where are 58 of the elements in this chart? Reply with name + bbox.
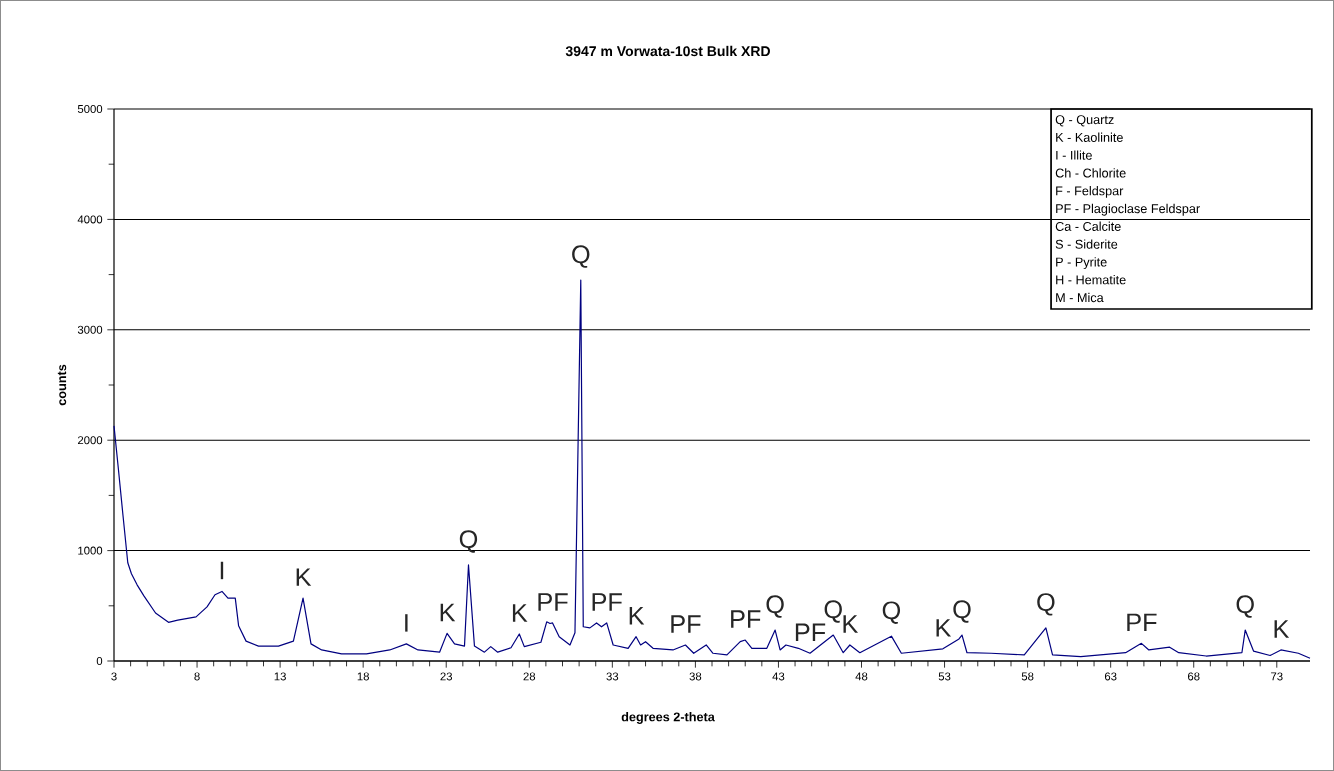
annotation: Q	[953, 600, 971, 623]
x-tick-label: 13	[274, 672, 286, 681]
x-tick-label: 53	[938, 672, 951, 681]
annotation: Ca - Calcite	[1055, 221, 1121, 231]
x-axis-title: degrees 2-theta	[621, 712, 715, 724]
annotation: K	[1274, 620, 1290, 638]
y-tick-label: 4000	[77, 215, 103, 224]
annotation: Q	[766, 595, 784, 618]
annotation: Ch - Chlorite	[1055, 168, 1126, 178]
y-tick-label: 3000	[77, 325, 103, 334]
annotation: Q	[1037, 593, 1055, 616]
annotation: I	[220, 561, 224, 580]
annotation: K	[512, 604, 528, 622]
annotation: PF	[538, 593, 568, 611]
annotation: Q	[824, 600, 842, 623]
annotation: PF	[1127, 613, 1157, 632]
annotation: PF	[795, 623, 826, 641]
x-tick-label: 43	[772, 672, 785, 681]
x-tick-label: 3	[111, 672, 117, 681]
annotation: Q	[572, 245, 590, 268]
x-tick-label: 28	[523, 672, 536, 681]
x-tick-label: 8	[194, 672, 200, 681]
annotation: I	[405, 614, 408, 632]
annotation: H - Hematite	[1056, 275, 1126, 285]
x-tick-label: 68	[1188, 672, 1200, 681]
annotation: PF	[731, 610, 761, 628]
annotation: Q	[882, 601, 901, 624]
chart-title: 3947 m Vorwata-10st Bulk XRD	[565, 45, 770, 57]
annotation: PF	[671, 615, 701, 633]
y-axis-title: counts	[57, 364, 67, 406]
annotation: K	[843, 615, 859, 633]
x-tick-label: 23	[440, 672, 453, 681]
y-tick-label: 5000	[77, 105, 103, 114]
annotation: I - Illite	[1056, 150, 1092, 160]
annotation: K	[629, 607, 645, 625]
x-tick-label: 33	[606, 672, 619, 681]
annotation: K	[936, 619, 952, 637]
annotation: F - Feldspar	[1056, 186, 1124, 198]
annotation: K	[296, 568, 312, 586]
x-tick-label: 58	[1021, 672, 1034, 681]
annotation: S - Siderite	[1055, 239, 1118, 249]
annotation: PF	[592, 593, 622, 611]
x-tick-label: 38	[689, 672, 702, 681]
annotation: Q - Quartz	[1055, 115, 1114, 127]
annotation: PF - Plagioclase Feldspar	[1056, 203, 1200, 216]
annotation: Q	[459, 530, 478, 553]
y-tick-label: 2000	[77, 436, 103, 445]
y-tick-label: 0	[96, 657, 103, 665]
annotation: M - Mica	[1056, 292, 1104, 303]
annotation: K - Kaolinite	[1056, 132, 1123, 142]
annotation: K	[440, 603, 456, 622]
annotation: Q	[1236, 595, 1254, 618]
x-tick-label: 73	[1271, 672, 1283, 681]
annotation: P - Pyrite	[1056, 257, 1107, 270]
y-tick-label: 1000	[78, 546, 103, 555]
x-tick-label: 63	[1104, 672, 1117, 681]
x-tick-label: 48	[855, 672, 868, 681]
x-tick-label: 18	[357, 672, 369, 681]
